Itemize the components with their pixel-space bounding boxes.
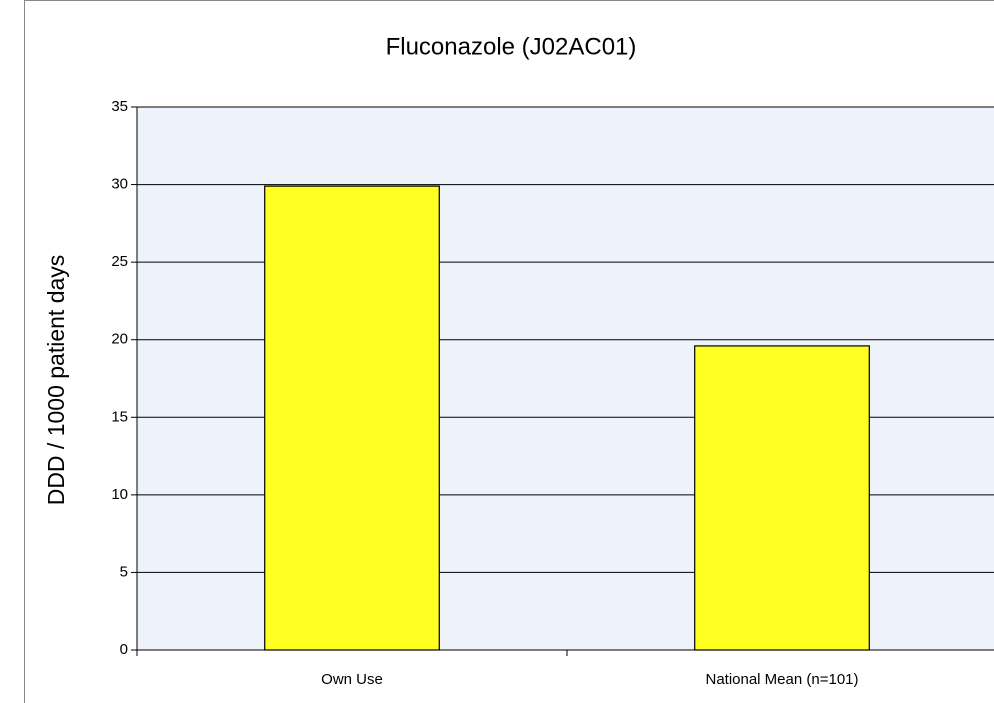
y-tick-label: 30	[111, 176, 128, 193]
x-tick-label: National Mean (n=101)	[705, 671, 858, 688]
bar	[694, 345, 870, 651]
y-axis-label: DDD / 1000 patient days	[43, 255, 69, 506]
chart-title: Fluconazole (J02AC01)	[386, 33, 637, 60]
y-tick-label: 5	[120, 563, 128, 580]
y-tick-label: 20	[111, 331, 128, 348]
y-tick-label: 15	[111, 408, 128, 425]
x-tick-label: Own Use	[321, 671, 383, 688]
y-tick-label: 25	[111, 253, 128, 270]
bar	[264, 185, 440, 651]
y-tick-label: 35	[111, 98, 128, 115]
y-tick-label: 10	[111, 486, 128, 503]
y-tick-label: 0	[120, 641, 128, 658]
